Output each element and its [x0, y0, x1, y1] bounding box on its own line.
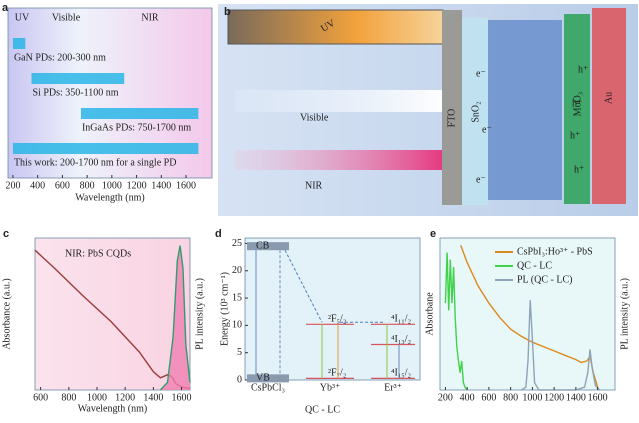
hole-label: h⁺ [570, 130, 580, 141]
bar-label: InGaAs PDs: 750-1700 nm [82, 122, 191, 133]
x-tick-label: 600 [55, 180, 70, 191]
column-label: Er³⁺ [384, 382, 402, 393]
bar-label: Si PDs: 350-1100 nm [32, 87, 118, 98]
panel-letter: b [224, 6, 231, 18]
absorber-layer [488, 20, 562, 200]
x-tick-label: 800 [503, 392, 518, 403]
x-tick-label: 1200 [115, 392, 135, 403]
sno2-layer [462, 18, 488, 205]
column-label: CsPbCl₃ [251, 382, 285, 393]
y-tick-label: 0 [237, 374, 242, 385]
y-tick-label: 10 [232, 320, 242, 331]
light-label: Visible [300, 112, 329, 123]
x-tick-label: 1000 [87, 392, 107, 403]
plot-bg [244, 237, 421, 381]
x-axis-label: Wavelength (nm) [78, 403, 147, 414]
x-tick-label: 400 [460, 392, 475, 403]
nir-beam [235, 150, 450, 170]
electron-label: e⁻ [482, 124, 492, 135]
data-line [521, 300, 601, 391]
hole-label: h⁺ [574, 164, 584, 175]
y-axis-label: Absorbance (a.u.) [1, 278, 12, 349]
y-tick-label: 5 [237, 347, 242, 358]
visible-beam [235, 90, 450, 112]
device-illustration: b UV Visible NIR FTO SnO₂ MoO₃ Au e⁻ e⁻ … [218, 4, 638, 216]
annotation: NIR: PbS CQDs [65, 248, 131, 259]
x-tick-label: 1600 [588, 392, 608, 403]
y-tick-label: 25 [232, 238, 242, 249]
legend-label: PL (QC - LC) [517, 274, 572, 285]
x-tick-label: 1200 [127, 180, 147, 191]
panel-letter: d [215, 228, 222, 240]
level-label: ⁴I₁₅/₂ [391, 368, 411, 379]
layer-label: FTO [446, 109, 457, 128]
bar-label: GaN PDs: 200-300 nm [14, 52, 106, 63]
range-bar [12, 38, 26, 49]
x-tick-label: 200 [5, 180, 20, 191]
level-label: ⁴I₁₃/₂ [391, 334, 411, 345]
band-label: VB [256, 373, 270, 384]
data-line [444, 252, 468, 391]
range-bar [31, 73, 125, 84]
region-label: NIR [141, 12, 159, 23]
layer-label: Au [603, 92, 614, 104]
data-line [460, 244, 599, 388]
x-tick-label: 1200 [544, 392, 564, 403]
column-label: Yb³⁺ [320, 382, 341, 393]
layer-label: MoO₃ [572, 92, 583, 117]
fto-layer [442, 10, 462, 205]
x-tick-label: 1400 [151, 180, 171, 191]
legend-label: QC - LC [517, 260, 552, 271]
electron-label: e⁻ [476, 68, 486, 79]
level-label: ⁴I₁₁/₂ [391, 314, 411, 325]
x-tick-label: 1400 [566, 392, 586, 403]
level-label: ²F₅/₂ [328, 314, 346, 325]
range-bar [12, 143, 199, 154]
y-tick-label: 20 [232, 265, 242, 276]
band [247, 374, 289, 383]
band-label: CB [256, 240, 270, 251]
electron-label: e⁻ [476, 174, 486, 185]
panel-letter: a [2, 2, 9, 14]
x-tick-label: 600 [33, 392, 48, 403]
area-fill [160, 245, 190, 390]
moo3-layer [564, 14, 590, 204]
x-tick-label: 1400 [143, 392, 163, 403]
x-axis-label: QC - LC [305, 404, 340, 415]
level-label: ²F₇/₂ [328, 368, 346, 379]
transition-arrow [284, 249, 323, 323]
data-line [159, 245, 191, 391]
x-tick-label: 200 [438, 392, 453, 403]
layer-label: SnO₂ [470, 101, 481, 122]
hole-label: h⁺ [578, 64, 588, 75]
uv-beam [227, 9, 444, 45]
y-axis-label: Energy (10³ cm⁻¹) [219, 272, 230, 346]
panel-letter: e [430, 228, 436, 240]
band [247, 242, 289, 251]
region-label: Visible [52, 12, 81, 23]
x-tick-label: 1600 [172, 392, 192, 403]
y2-axis-label: PL intensity (a.u.) [194, 278, 205, 350]
bar-label: This work: 200-1700 nm for a single PD [14, 157, 177, 168]
light-label: NIR [305, 180, 323, 191]
x-tick-label: 800 [80, 180, 95, 191]
x-tick-label: 600 [481, 392, 496, 403]
au-layer [592, 8, 626, 204]
y-axis-label: Absorbane [424, 292, 435, 336]
x-tick-label: 1000 [102, 180, 122, 191]
x-tick-label: 400 [30, 180, 45, 191]
y2-axis-label: PL intensity (a.u.) [619, 278, 630, 350]
x-tick-label: 1600 [176, 180, 196, 191]
range-bar [80, 108, 199, 119]
plot-bg [34, 237, 191, 391]
legend-label: CsPbI₃:Ho³⁺ - PbS [517, 246, 593, 257]
region-label: UV [15, 12, 30, 23]
panel-letter: c [3, 228, 9, 240]
x-tick-label: 1000 [522, 392, 542, 403]
x-axis-label: Wavelength (nm) [75, 192, 144, 203]
x-tick-label: 800 [61, 392, 76, 403]
y-tick-label: 15 [232, 292, 242, 303]
hole-label: h⁺ [572, 98, 582, 109]
